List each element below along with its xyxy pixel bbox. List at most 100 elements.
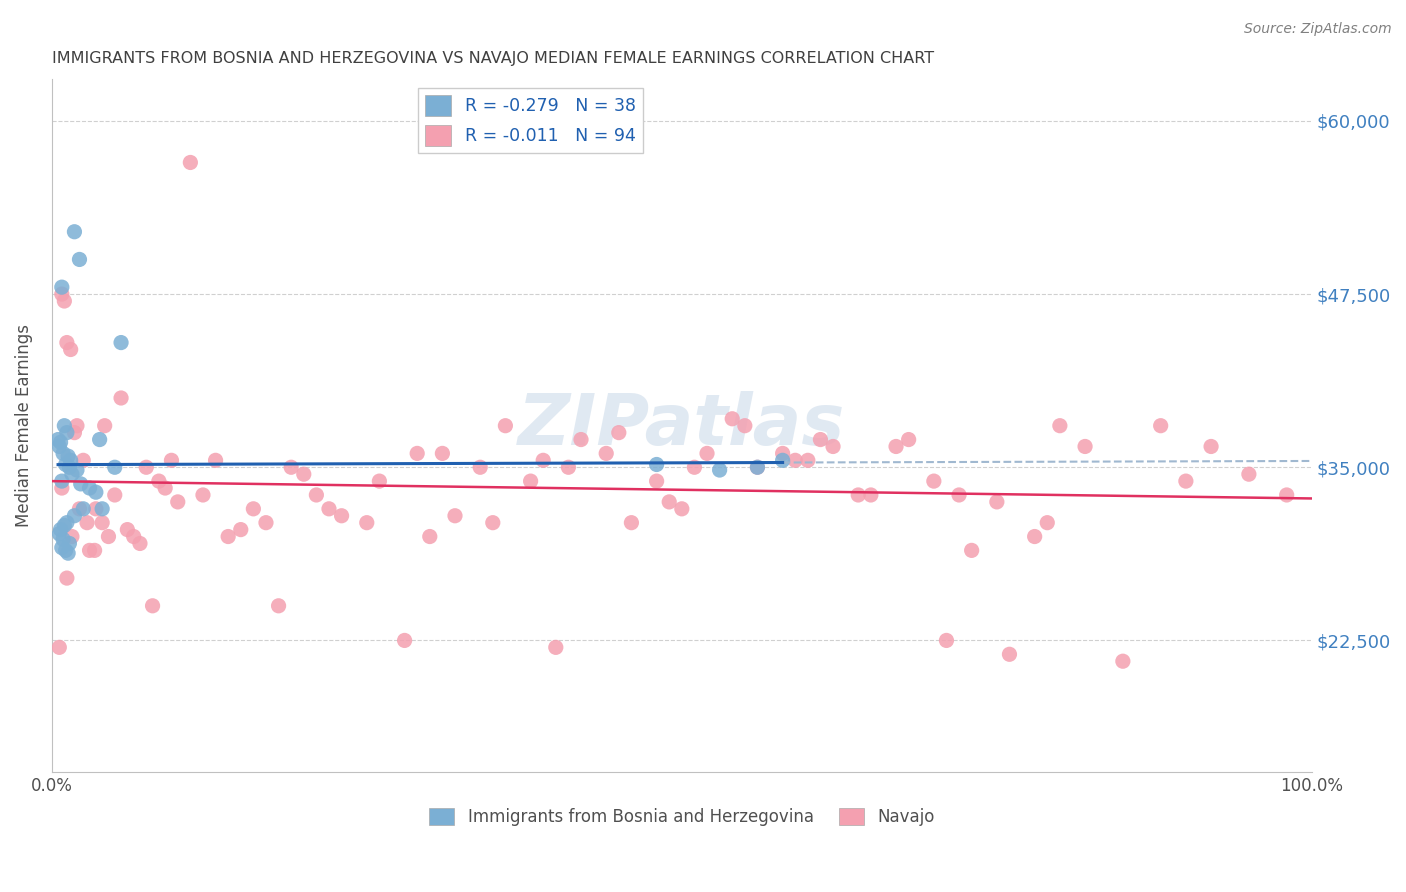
Point: [267, 599, 290, 613]
Point: [93, 418, 115, 433]
Point: [846, 488, 869, 502]
Point: [810, 433, 832, 447]
Point: [1074, 440, 1097, 454]
Point: [1036, 516, 1059, 530]
Point: [56, 449, 79, 463]
Point: [709, 463, 731, 477]
Point: [56, 335, 79, 350]
Point: [671, 501, 693, 516]
Point: [56, 425, 79, 440]
Point: [897, 433, 920, 447]
Point: [58, 460, 80, 475]
Point: [51, 474, 73, 488]
Point: [1024, 529, 1046, 543]
Point: [104, 460, 127, 475]
Point: [305, 488, 328, 502]
Point: [960, 543, 983, 558]
Point: [519, 474, 541, 488]
Point: [66, 418, 89, 433]
Point: [394, 633, 416, 648]
Point: [772, 453, 794, 467]
Point: [97, 529, 120, 543]
Point: [734, 418, 756, 433]
Point: [52, 533, 75, 547]
Point: [60, 467, 83, 482]
Point: [63, 425, 86, 440]
Point: [318, 501, 340, 516]
Point: [51, 280, 73, 294]
Point: [72, 453, 94, 467]
Point: [330, 508, 353, 523]
Point: [419, 529, 441, 543]
Point: [79, 543, 101, 558]
Point: [595, 446, 617, 460]
Point: [58, 536, 80, 550]
Point: [66, 463, 89, 477]
Text: Source: ZipAtlas.com: Source: ZipAtlas.com: [1244, 22, 1392, 37]
Point: [1275, 488, 1298, 502]
Point: [59, 343, 82, 357]
Point: [72, 501, 94, 516]
Point: [470, 460, 492, 475]
Point: [747, 460, 769, 475]
Point: [607, 425, 630, 440]
Point: [531, 453, 554, 467]
Point: [63, 508, 86, 523]
Point: [292, 467, 315, 482]
Text: ZIPatlas: ZIPatlas: [519, 392, 845, 460]
Point: [645, 458, 668, 472]
Point: [821, 440, 844, 454]
Point: [52, 446, 75, 460]
Point: [444, 508, 467, 523]
Point: [1199, 440, 1222, 454]
Point: [91, 501, 114, 516]
Point: [494, 418, 516, 433]
Point: [658, 495, 681, 509]
Point: [1150, 418, 1173, 433]
Point: [998, 648, 1021, 662]
Point: [859, 488, 882, 502]
Text: IMMIGRANTS FROM BOSNIA AND HERZEGOVINA VS NAVAJO MEDIAN FEMALE EARNINGS CORRELAT: IMMIGRANTS FROM BOSNIA AND HERZEGOVINA V…: [52, 51, 934, 66]
Point: [135, 460, 157, 475]
Point: [53, 418, 76, 433]
Point: [935, 633, 957, 648]
Point: [217, 529, 239, 543]
Y-axis label: Median Female Earnings: Median Female Earnings: [15, 324, 32, 527]
Point: [84, 485, 107, 500]
Point: [110, 335, 132, 350]
Point: [56, 571, 79, 585]
Point: [772, 446, 794, 460]
Point: [229, 523, 252, 537]
Point: [148, 474, 170, 488]
Point: [55, 458, 77, 472]
Point: [122, 529, 145, 543]
Point: [59, 453, 82, 467]
Point: [1112, 654, 1135, 668]
Point: [747, 460, 769, 475]
Point: [557, 460, 579, 475]
Point: [179, 155, 201, 169]
Point: [69, 476, 91, 491]
Point: [53, 518, 76, 533]
Point: [785, 453, 807, 467]
Point: [48, 526, 70, 541]
Point: [368, 474, 391, 488]
Point: [242, 501, 264, 516]
Point: [544, 640, 567, 655]
Point: [948, 488, 970, 502]
Point: [55, 543, 77, 558]
Point: [83, 543, 105, 558]
Point: [620, 516, 643, 530]
Point: [49, 435, 72, 450]
Point: [1174, 474, 1197, 488]
Point: [356, 516, 378, 530]
Point: [104, 488, 127, 502]
Point: [683, 460, 706, 475]
Point: [84, 501, 107, 516]
Point: [986, 495, 1008, 509]
Point: [69, 501, 91, 516]
Legend: Immigrants from Bosnia and Herzegovina, Navajo: Immigrants from Bosnia and Herzegovina, …: [423, 802, 941, 833]
Point: [696, 446, 718, 460]
Point: [48, 440, 70, 454]
Point: [1237, 467, 1260, 482]
